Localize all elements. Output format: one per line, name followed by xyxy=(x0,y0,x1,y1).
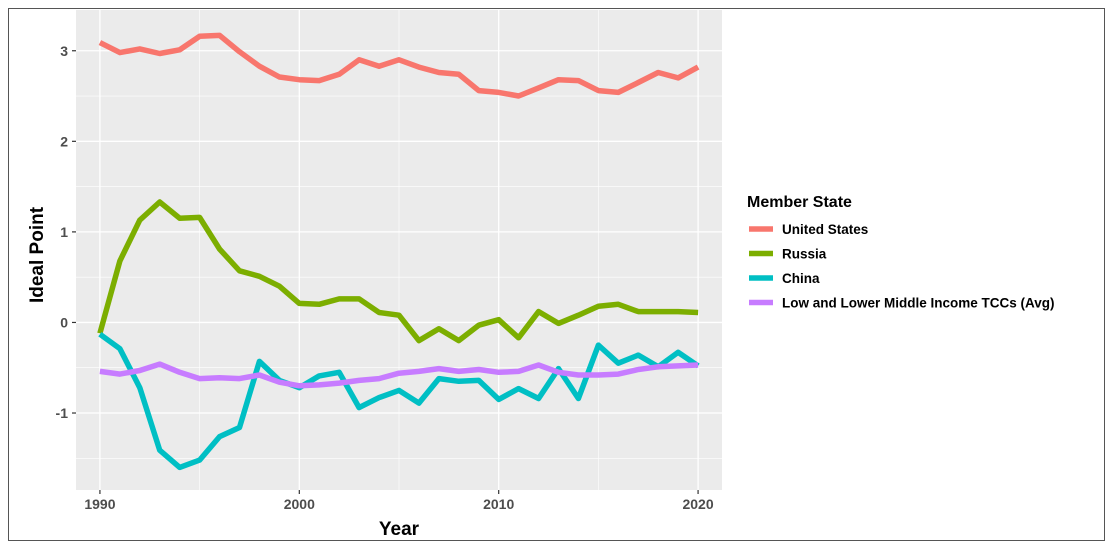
y-tick-label: 2 xyxy=(60,133,68,149)
x-tick-label: 2020 xyxy=(682,496,713,512)
legend-label-1: Russia xyxy=(782,247,827,262)
chart-frame xyxy=(8,8,1105,541)
minor-gridlines xyxy=(76,10,722,490)
y-tick-label: -1 xyxy=(56,405,69,421)
x-tick-label: 2010 xyxy=(483,496,514,512)
legend-label-3: Low and Lower Middle Income TCCs (Avg) xyxy=(782,296,1055,311)
x-tick-label: 2000 xyxy=(284,496,315,512)
series-line-0 xyxy=(98,32,700,99)
legend-label-2: China xyxy=(782,271,820,286)
x-tick-label: 1990 xyxy=(84,496,115,512)
y-tick-label: 3 xyxy=(60,43,68,59)
series-lines xyxy=(97,32,700,471)
y-tick-label: 1 xyxy=(60,224,68,240)
y-axis-title: Ideal Point xyxy=(27,206,48,303)
legend-label-0: United States xyxy=(782,222,868,237)
y-axis: -1 0 1 2 3 xyxy=(56,43,76,421)
series-line-3 xyxy=(99,361,699,389)
major-gridlines xyxy=(76,10,722,490)
y-tick-label: 0 xyxy=(60,314,68,330)
legend: Member State United States Russia China Low… xyxy=(747,194,1055,311)
x-axis-title: Year xyxy=(379,519,420,540)
series-line-1 xyxy=(97,199,699,344)
legend-title: Member State xyxy=(747,194,852,211)
series-line-2 xyxy=(98,331,700,471)
x-axis: 1990 2000 2010 2020 xyxy=(84,490,714,512)
